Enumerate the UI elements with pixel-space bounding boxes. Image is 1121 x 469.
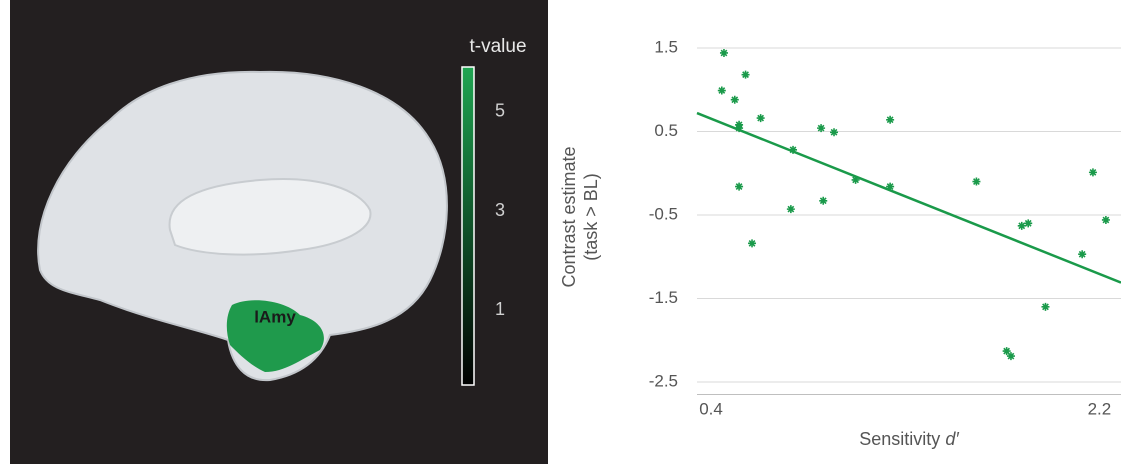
- x-tick-label: 2.2: [1088, 399, 1112, 418]
- scatter-point: [731, 96, 739, 104]
- region-label: lAmy: [254, 307, 296, 326]
- scatter-point: [748, 239, 756, 247]
- scatter-point: [787, 205, 795, 213]
- regression-line: [697, 113, 1121, 283]
- y-tick-label: 0.5: [654, 121, 678, 140]
- scatter-point: [1041, 303, 1049, 311]
- colorbar-title: t-value: [469, 36, 526, 57]
- scatter-point: [720, 49, 728, 57]
- x-axis-label-variable: d′: [945, 429, 959, 449]
- x-tick-label: 0.4: [699, 399, 723, 418]
- scatter-point: [1024, 219, 1032, 227]
- scatter-point: [817, 124, 825, 132]
- scatter-point: [757, 114, 765, 122]
- scatter-plot: 1.5 0.5 -0.5 -1.5 -2.5 0.4 2.2 Sensitivity d′ Co…: [559, 37, 1121, 448]
- colorbar-tick-label: 5: [495, 100, 505, 120]
- colorbar: [462, 67, 474, 385]
- scatter-point: [830, 128, 838, 136]
- scatter-point: [1078, 250, 1086, 258]
- scatter-point: [886, 116, 894, 124]
- y-tick-label: 1.5: [654, 37, 678, 56]
- x-axis-label: Sensitivity d′: [859, 429, 959, 449]
- scatter-point: [1007, 352, 1015, 360]
- scatter-point: [718, 87, 726, 95]
- y-tick-label: -2.5: [649, 371, 678, 390]
- scatter-point: [972, 178, 980, 186]
- y-axis-label: (task > BL): [581, 173, 601, 261]
- colorbar-tick-label: 1: [495, 299, 505, 319]
- colorbar-tick-label: 3: [495, 200, 505, 220]
- scatter-point: [742, 71, 750, 79]
- y-tick-label: -1.5: [649, 288, 678, 307]
- scatter-point: [1102, 216, 1110, 224]
- figure: lAmy t-value 5 3 1 1.5 0.5 -0.5 -1.5 -2.5 0.4 2.…: [0, 0, 1121, 464]
- scatter-point: [1089, 168, 1097, 176]
- x-axis-label-text: Sensitivity: [859, 429, 940, 449]
- scatter-point: [819, 197, 827, 205]
- scatter-point: [735, 183, 743, 191]
- y-tick-label: -0.5: [649, 204, 678, 223]
- y-axis-label: Contrast estimate: [559, 146, 579, 287]
